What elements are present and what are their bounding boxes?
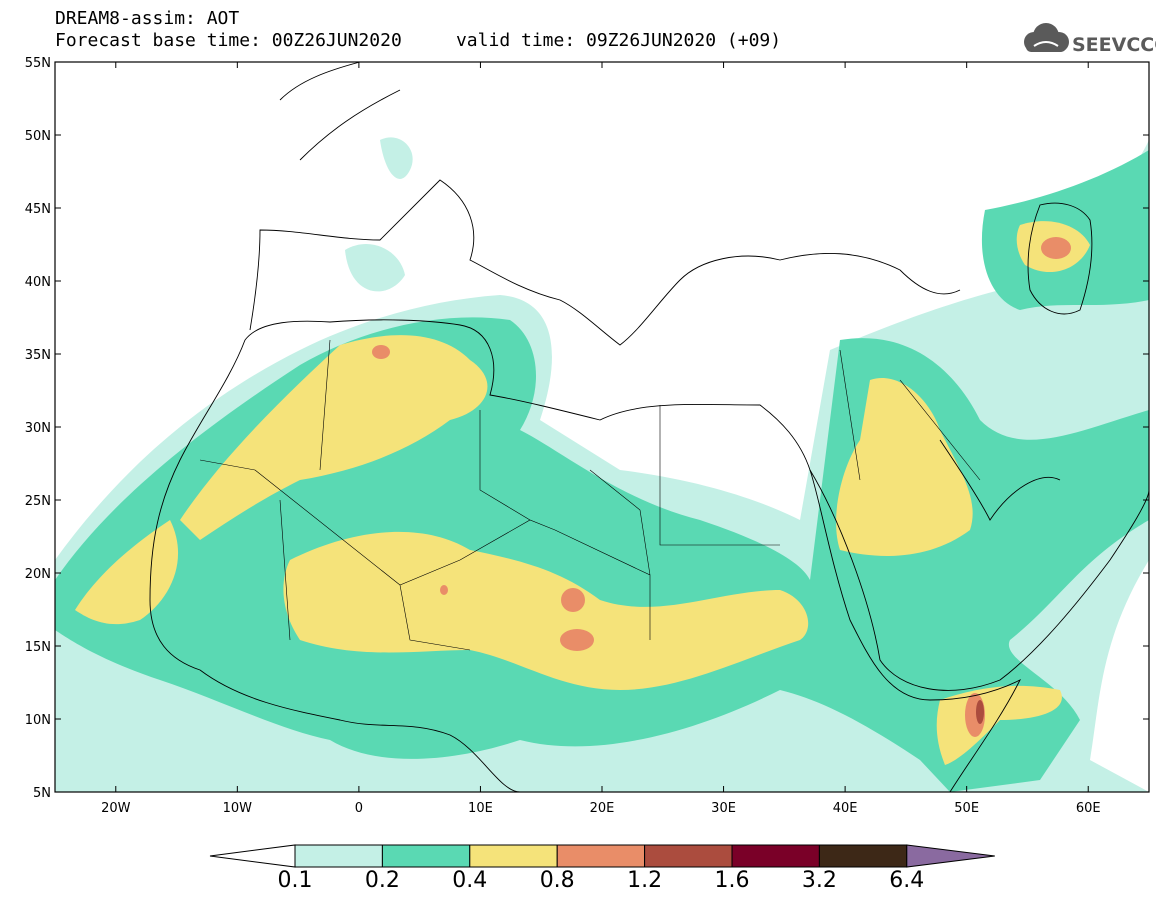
aot-band-0.1-north <box>380 137 413 179</box>
colorbar-label: 0.4 <box>452 868 488 893</box>
lon-label: 10E <box>468 801 493 816</box>
colorbar-under-triangle <box>209 844 296 868</box>
aot-contour-fields <box>55 137 1149 792</box>
colorbar-segment <box>294 844 383 868</box>
valid-time: valid time: 09Z26JUN2020 (+09) <box>455 30 782 51</box>
europe-coastline <box>249 62 961 346</box>
aot-band-0.1-iberia <box>345 244 405 292</box>
aot-colorbar <box>209 844 995 868</box>
colorbar-segment <box>381 844 471 868</box>
lat-label: 10N <box>25 713 51 728</box>
lat-label: 40N <box>25 275 51 290</box>
lat-label: 55N <box>25 56 51 71</box>
aot-band-0.8-spot <box>560 629 594 651</box>
logo-text: SEEVCCC <box>1072 34 1156 56</box>
colorbar-label: 1.2 <box>627 868 663 893</box>
aot-band-0.4-sahara-north <box>180 335 488 540</box>
colorbar-segment <box>556 844 646 868</box>
lon-label: 30E <box>711 801 736 816</box>
lat-label: 25N <box>25 494 51 509</box>
country-borders <box>199 339 981 651</box>
lon-label: 60E <box>1076 801 1101 816</box>
lon-label: 40E <box>833 801 858 816</box>
aot-band-0.8-spot <box>440 585 448 595</box>
colorbar-label: 0.2 <box>364 868 400 893</box>
colorbar-segment <box>818 844 908 868</box>
colorbar-segment <box>644 844 733 868</box>
colorbar-over-triangle <box>906 844 995 868</box>
cloud-icon <box>1024 23 1069 52</box>
aot-band-1.2-spot <box>976 700 984 724</box>
lon-label: 20W <box>101 801 131 816</box>
lat-label: 35N <box>25 348 51 363</box>
aot-band-0.4-sahara-west <box>75 520 179 625</box>
map-subtitle: Forecast base time: 00Z26JUN2020 valid t… <box>55 31 781 51</box>
colorbar-segment <box>469 844 558 868</box>
aot-band-0.8-spot <box>561 588 585 612</box>
lat-label: 50N <box>25 129 51 144</box>
coastlines <box>149 62 1149 792</box>
lat-label: 30N <box>25 421 51 436</box>
africa-coastline <box>149 319 1022 792</box>
lat-label: 45N <box>25 202 51 217</box>
seevccc-logo: SEEVCCC <box>1024 23 1156 56</box>
lon-label: 0 <box>355 801 363 816</box>
lon-label: 10W <box>223 801 253 816</box>
lat-label: 20N <box>25 567 51 582</box>
colorbar-label: 1.6 <box>714 868 750 893</box>
colorbar-segment <box>731 844 820 868</box>
colorbar-label: 0.1 <box>277 868 313 893</box>
latitude-axis: 55N 50N 45N 40N 35N 30N 25N 20N 15N 10N 5N <box>25 56 1149 801</box>
lat-label: 15N <box>25 640 51 655</box>
aot-band-0.8-spot <box>372 345 390 359</box>
lat-label: 5N <box>33 786 51 801</box>
lon-label: 20E <box>590 801 615 816</box>
colorbar-label: 0.8 <box>539 868 575 893</box>
forecast-base-time: Forecast base time: 00Z26JUN2020 <box>55 30 402 51</box>
lon-label: 50E <box>954 801 979 816</box>
aot-band-0.4-sahel <box>283 531 809 690</box>
colorbar-label: 6.4 <box>889 868 925 893</box>
arabia-coastline <box>809 439 1149 691</box>
caspian-coastline <box>1027 202 1093 315</box>
aot-band-0.4-arabia <box>836 378 973 556</box>
map-title: DREAM8-assim: AOT <box>55 8 240 29</box>
aot-band-0.8-spot <box>1041 237 1071 259</box>
longitude-axis: 20W 10W 0 10E 20E 30E 40E 50E 60E <box>101 62 1101 816</box>
colorbar-label: 3.2 <box>801 868 837 893</box>
